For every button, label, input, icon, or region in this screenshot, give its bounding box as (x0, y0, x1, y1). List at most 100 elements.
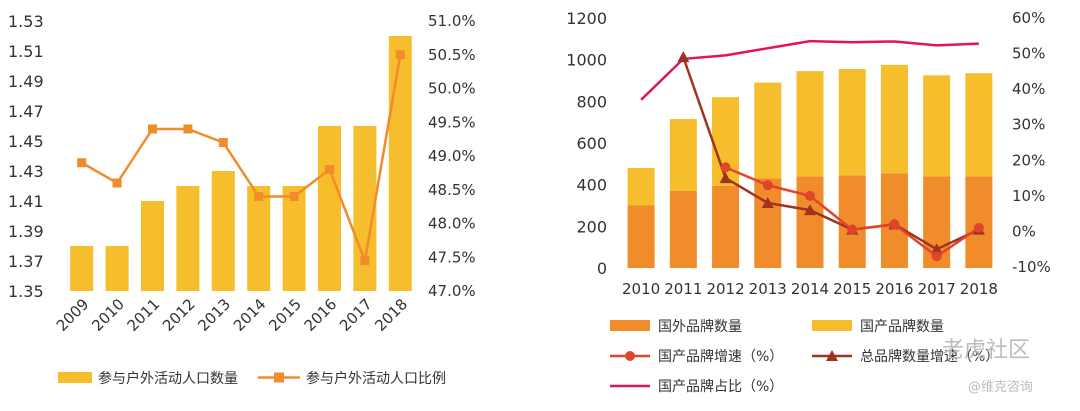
bar-domestic-2016 (880, 64, 908, 174)
bar-domestic-2015 (838, 69, 866, 176)
tick-x-2016: 2016 (875, 280, 913, 298)
line-series-growth (640, 39, 985, 262)
bar-population-2009 (70, 246, 94, 291)
marker-ratio-2010 (112, 178, 122, 188)
legend-swatch-foreign-brands (610, 320, 650, 331)
legend: 参与户外活动人口数量 参与户外活动人口比例 (58, 370, 446, 387)
marker-total-growth-2014 (804, 204, 816, 216)
line-domestic-share (640, 39, 979, 101)
tick-left-1-39: 1.39 (8, 222, 44, 241)
marker-ratio-2018 (395, 50, 405, 60)
legend-label-foreign-brands: 国外品牌数量 (658, 318, 742, 335)
bar-population-2010 (105, 246, 129, 291)
marker-ratio-2017 (360, 256, 370, 266)
bar-domestic-2011 (669, 119, 697, 191)
tick-right-48-5pct: 48.5% (428, 181, 476, 199)
tick-left-800: 800 (576, 92, 607, 111)
legend-label-domestic-share: 国产品牌占比（%） (658, 378, 783, 395)
bar-foreign-2011 (669, 190, 697, 268)
tick-left-1-47: 1.47 (8, 102, 44, 121)
tick-right-49-5pct: 49.5% (428, 113, 476, 131)
right-axis-ticks: 47.0% 47.5% 48.0% 48.5% 49.0% 49.5% 50.0% 50.5%… (428, 12, 476, 300)
x-axis-ticks: 2010 2011 2012 2013 2014 2015 2016 2017 2018 (622, 280, 998, 298)
legend-marker-domestic-growth (625, 351, 635, 361)
marker-total-growth-2011 (677, 51, 690, 63)
bar-domestic-2017 (923, 75, 951, 177)
bar-foreign-2012 (712, 185, 740, 268)
watermark-logo: 老虎社区 (942, 332, 1030, 364)
marker-ratio-2013 (218, 138, 228, 147)
tick-left-1200: 1200 (566, 9, 607, 28)
tick-x-2010: 2010 (622, 280, 660, 298)
marker-total-growth-2017 (930, 243, 943, 255)
tick-x-2013: 2013 (749, 280, 787, 298)
marker-domestic-growth-2012 (720, 162, 731, 173)
bar-series-population-count (70, 36, 412, 291)
marker-domestic-growth-2015 (847, 224, 858, 235)
left-axis-ticks: 1.35 1.37 1.39 1.41 1.43 1.45 1.47 1.49 1.51 1.53 (8, 12, 44, 301)
bar-domestic-2013 (754, 82, 782, 179)
watermark-handle-text: @维克咨询 (968, 380, 1034, 395)
bar-population-2018 (388, 36, 412, 291)
tick-right-50-0pct: 50.0% (428, 80, 476, 98)
marker-ratio-2009 (77, 158, 87, 168)
tick-right-60pct: 60% (1012, 9, 1045, 27)
stacked-bar-series (627, 64, 993, 268)
tick-right-50pct: 50% (1012, 45, 1045, 63)
tick-left-1-49: 1.49 (8, 72, 44, 91)
tick-left-1-37: 1.37 (8, 252, 44, 271)
legend-label-domestic-growth: 国产品牌增速（%） (658, 348, 783, 365)
watermark-text: 老虎社区 (942, 338, 1031, 363)
tick-right-50-5pct: 50.5% (428, 46, 476, 64)
bar-population-2012 (176, 186, 200, 291)
bar-foreign-2013 (754, 178, 782, 268)
marker-domestic-growth-2017 (931, 251, 942, 262)
legend-label-population-ratio: 参与户外活动人口比例 (306, 370, 446, 387)
bar-population-2016 (318, 126, 341, 291)
tick-right-49-0pct: 49.0% (428, 147, 476, 165)
legend-marker-total-growth (826, 350, 838, 361)
tick-x-2012: 2012 (706, 280, 744, 298)
bar-foreign-2014 (796, 176, 824, 268)
bar-foreign-2010 (627, 205, 655, 268)
tick-x-2014: 2014 (791, 280, 829, 298)
chart-outdoor-population: 1.35 1.37 1.39 1.41 1.43 1.45 1.47 1.49 1.51 1.53… (8, 12, 476, 387)
marker-ratio-2015 (289, 192, 299, 201)
tick-right-48-0pct: 48.0% (428, 215, 476, 233)
tick-right-40pct: 40% (1012, 80, 1045, 98)
marker-domestic-growth-2018 (973, 222, 984, 233)
tick-right-30pct: 30% (1012, 116, 1045, 134)
legend-label-total-growth: 总品牌数量增速（%） (860, 348, 999, 365)
left-axis-ticks: 0 200 400 600 800 1000 1200 (566, 9, 607, 278)
tick-right-51-0pct: 51.0% (428, 12, 476, 30)
tick-left-1-53: 1.53 (8, 12, 44, 31)
tick-left-1000: 1000 (566, 51, 607, 70)
marker-ratio-2011 (148, 124, 157, 134)
bar-population-2017 (353, 126, 377, 291)
tick-right-47-0pct: 47.0% (428, 282, 476, 300)
line-series-population-ratio (77, 50, 405, 266)
line-total-growth (682, 56, 980, 251)
tick-x-2017: 2017 (918, 280, 956, 298)
marker-domestic-growth-2014 (805, 190, 815, 201)
legend: 国外品牌数量 国产品牌数量 国产品牌增速（%） 总品牌数量增速（%） 国产品牌占… (610, 318, 999, 395)
right-axis-ticks: -10% 0% 10% 20% 30% 40% 50% 60% (1012, 9, 1051, 276)
bar-domestic-2010 (627, 168, 655, 206)
marker-ratio-2014 (254, 192, 264, 201)
marker-total-growth-2013 (761, 196, 774, 208)
tick-left-1-41: 1.41 (8, 192, 44, 211)
tick-right-10pct: 10% (1012, 187, 1045, 205)
bar-foreign-2018 (965, 176, 993, 268)
bar-population-2015 (282, 186, 306, 291)
legend-swatch-population-count (58, 372, 92, 383)
tick-x-2015: 2015 (833, 280, 871, 298)
tick-left-1-45: 1.45 (8, 132, 44, 151)
bar-population-2013 (211, 171, 235, 291)
marker-ratio-2016 (325, 165, 334, 174)
marker-total-growth-2012 (719, 172, 732, 184)
marker-ratio-2012 (183, 124, 193, 134)
marker-domestic-growth-2013 (762, 180, 773, 191)
watermark-handle: @维克咨询 (968, 376, 1033, 395)
tick-left-400: 400 (576, 176, 607, 195)
